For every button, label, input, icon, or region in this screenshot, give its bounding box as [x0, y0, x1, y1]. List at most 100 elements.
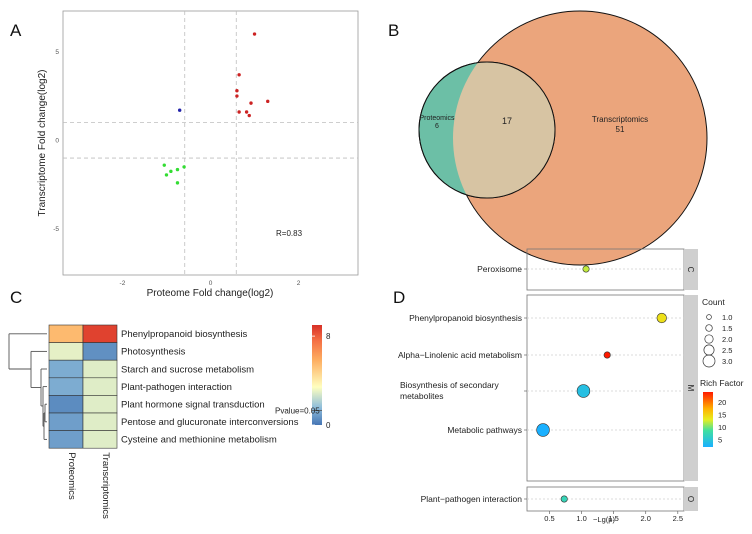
panel-b: B Proteomics 6 17 Transcriptomics 51: [388, 10, 708, 266]
heatmap-column-label: Proteomics: [66, 452, 77, 500]
venn-proteomics-label: Proteomics: [419, 115, 455, 122]
panel-c-letter: C: [10, 288, 22, 307]
pathway-label: Phenylpropanoid biosynthesis: [409, 313, 522, 323]
a-point-4: [266, 99, 270, 104]
a-point-0: [252, 32, 257, 36]
a-point-10: [162, 163, 166, 167]
pathway-label: Peroxisome: [477, 264, 522, 274]
a-point-14: [164, 173, 169, 177]
bubble-point-0: [582, 265, 590, 273]
heatmap-cell: [82, 342, 118, 361]
panel-c: C Phenylpropanoid biosynthesis Photosynth…: [8, 288, 331, 519]
panel-d-facets: C Peroxisome M Phenylpropanoid biosynthesis…: [398, 248, 698, 512]
size-legend-label: 1.5: [722, 324, 732, 333]
size-legend-circle: [702, 354, 716, 368]
panel-a-letter: A: [10, 21, 22, 40]
panel-a-points: [162, 32, 270, 185]
a-x-tick-label: 0: [209, 280, 213, 287]
facet-strip-label: O: [686, 496, 695, 502]
a-x-tick-label: -2: [120, 280, 126, 287]
a-point-6: [237, 110, 241, 114]
heatmap-cell: [48, 430, 84, 449]
pathway-label: Biosynthesis of secondary: [400, 380, 499, 390]
facet-strip-C: [684, 249, 698, 290]
heatmap-row-label: Cysteine and methionine metabolism: [121, 435, 277, 446]
panel-d: D C Peroxisome M Phenylpropanoid biosynthes…: [393, 248, 744, 524]
heatmap-row-label: Photosynthesis: [121, 347, 186, 358]
heatmap-cell: [82, 395, 118, 414]
size-legend-label: 2.5: [722, 346, 732, 355]
size-legend-circle: [703, 344, 715, 356]
a-point-9: [177, 108, 182, 112]
color-legend-tick-label: 15: [718, 411, 726, 420]
a-point-8: [247, 113, 251, 118]
colorbar-tick-label: 0: [326, 421, 331, 430]
venn-transcriptomics-count: 51: [616, 125, 625, 134]
heatmap-row-label: Plant hormone signal transduction: [121, 400, 265, 411]
d-x-tick-label: 2.0: [640, 514, 650, 523]
a-y-tick-label: 0: [55, 137, 59, 144]
a-y-tick-label: -5: [53, 226, 59, 233]
heatmap-cell: [48, 377, 84, 396]
size-legend-circle: [704, 334, 714, 344]
size-legend: 1.0 1.5 2.0 2.5 3.0: [702, 313, 732, 368]
a-point-3: [235, 94, 239, 98]
a-point-13: [169, 169, 173, 174]
heatmap-cell: [82, 359, 118, 379]
panel-d-letter: D: [393, 288, 405, 307]
a-point-15: [175, 181, 180, 185]
venn-transcriptomics-label: Transcriptomics: [592, 115, 648, 124]
panel-a-threshold-lines: [63, 11, 358, 275]
panel-b-letter: B: [388, 21, 399, 40]
facet-strip-M: [684, 295, 698, 481]
size-legend-title: Count: [702, 297, 725, 307]
a-point-2: [235, 89, 239, 93]
heatmap-cell: [48, 342, 84, 361]
size-legend-circle: [706, 314, 712, 320]
a-x-tick-label: 2: [297, 280, 301, 287]
heatmap-row-label: Starch and sucrose metabolism: [121, 364, 254, 375]
bubble-point-3: [576, 384, 591, 398]
venn-proteomics-outline: [418, 61, 556, 199]
panel-a-plot-area: [62, 10, 359, 276]
heatmap-cell: [82, 377, 118, 396]
size-legend-label: 3.0: [722, 357, 732, 366]
bubble-point-5: [560, 495, 568, 503]
d-x-tick-label: 2.5: [673, 514, 683, 523]
size-legend-label: 2.0: [722, 335, 732, 344]
panel-a-y-axis-title: Transcriptome Fold change(log2): [37, 70, 48, 217]
panel-c-dendrogram: [8, 333, 47, 440]
color-legend-ticks: 20 15 10 5: [718, 398, 726, 445]
color-legend-bar: [703, 392, 713, 447]
venn-proteomics-count: 6: [435, 123, 439, 130]
facet-strip-label: M: [686, 385, 695, 392]
size-legend-circle: [705, 324, 713, 332]
bubble-point-4: [536, 423, 550, 437]
panel-d-x-ticks: 0.5 1.0 1.5 2.0 2.5: [544, 511, 683, 523]
panel-a: A -2 0 2 -5 0 5 R=0.83 Proteome Fold change(l…: [10, 10, 359, 299]
panel-d-points: [536, 265, 667, 503]
panel-c-colorbar: [312, 325, 322, 425]
heatmap-row-label: Plant-pathogen interaction: [121, 382, 232, 393]
d-x-tick-label: 1.5: [608, 514, 618, 523]
panel-c-row-labels: Phenylpropanoid biosynthesis Photosynthes…: [121, 329, 299, 446]
heatmap-cell: [48, 412, 84, 431]
panel-c-colorbar-ticks: 0 8 Pvalue=0.05: [275, 332, 331, 430]
size-legend-label: 1.0: [722, 313, 732, 322]
panel-c-heatmap-cells: [48, 324, 118, 449]
pathway-label: metabolites: [400, 391, 443, 401]
a-point-7: [244, 110, 249, 114]
heatmap-column-label: Transcriptomics: [100, 452, 111, 519]
bubble-point-2: [603, 351, 611, 359]
heatmap-row-label: Phenylpropanoid biosynthesis: [121, 329, 247, 340]
d-x-tick-label: 0.5: [544, 514, 554, 523]
bubble-point-1: [656, 312, 667, 324]
d-x-tick-label: 1.0: [576, 514, 586, 523]
pathway-label: Plant−pathogen interaction: [421, 494, 523, 504]
heatmap-cell: [82, 430, 118, 449]
heatmap-row-label: Pentose and glucuronate interconversions: [121, 417, 299, 428]
panel-a-x-axis-title: Proteome Fold change(log2): [147, 288, 274, 299]
a-point-11: [182, 165, 186, 169]
panel-a-annotation: R=0.83: [276, 229, 303, 238]
